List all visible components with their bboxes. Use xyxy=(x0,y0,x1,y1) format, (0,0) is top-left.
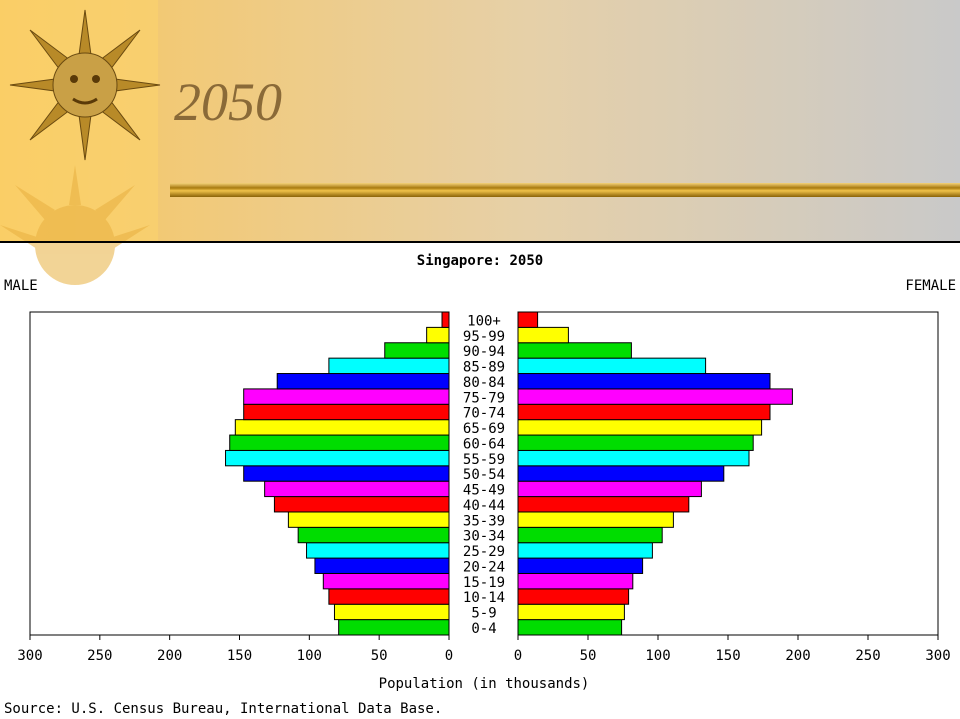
slide-title: 2050 xyxy=(174,72,282,132)
age-label: 100+ xyxy=(467,313,501,329)
chart-title: Singapore: 2050 xyxy=(417,253,543,269)
age-label: 0-4 xyxy=(471,621,496,637)
age-label: 45-49 xyxy=(463,483,505,499)
female-bar xyxy=(517,388,793,405)
female-bar xyxy=(517,419,763,436)
male-bar xyxy=(229,434,450,451)
age-label: 5-9 xyxy=(471,606,496,622)
age-label: 55-59 xyxy=(463,452,505,468)
female-bar xyxy=(517,572,634,590)
age-label: 25-29 xyxy=(463,544,505,560)
female-bar xyxy=(517,326,569,344)
x-axis-label: Population (in thousands) xyxy=(379,676,590,692)
x-tick-label: 300 xyxy=(925,648,950,664)
female-bar xyxy=(517,311,539,328)
male-bar xyxy=(243,403,450,421)
x-tick-label: 0 xyxy=(445,648,453,664)
age-label: 20-24 xyxy=(463,559,505,575)
age-label: 75-79 xyxy=(463,390,505,406)
female-bar xyxy=(517,373,771,390)
female-bar xyxy=(517,480,702,498)
female-bar xyxy=(517,449,750,467)
x-tick-label: 50 xyxy=(580,648,597,664)
male-bar xyxy=(328,588,450,605)
female-bar xyxy=(517,465,725,482)
age-label: 70-74 xyxy=(463,406,505,422)
female-bar xyxy=(517,511,674,528)
female-bar xyxy=(517,403,771,421)
male-bar xyxy=(306,542,450,559)
x-tick-label: 200 xyxy=(785,648,810,664)
x-tick-label: 200 xyxy=(157,648,182,664)
age-label: 95-99 xyxy=(463,329,505,345)
female-bar xyxy=(517,342,632,359)
header-rule xyxy=(170,183,960,197)
x-tick-label: 0 xyxy=(514,648,522,664)
x-tick-label: 250 xyxy=(855,648,880,664)
age-label: 15-19 xyxy=(463,575,505,591)
male-bar xyxy=(273,496,450,513)
male-bar xyxy=(225,449,450,467)
female-bar xyxy=(517,588,630,605)
male-bar xyxy=(264,480,450,498)
age-label: 65-69 xyxy=(463,421,505,437)
male-bar xyxy=(243,465,450,482)
female-bar xyxy=(517,434,754,451)
male-bar xyxy=(338,619,450,636)
male-bar xyxy=(287,511,450,528)
x-tick-label: 100 xyxy=(645,648,670,664)
x-tick-label: 300 xyxy=(17,648,42,664)
male-bar xyxy=(297,526,450,544)
male-bar xyxy=(314,557,450,574)
faded-sun xyxy=(0,165,150,285)
female-bar xyxy=(517,619,623,636)
sun-icon xyxy=(9,9,161,161)
age-label: 85-89 xyxy=(463,360,505,376)
male-bar xyxy=(441,311,450,328)
female-bar xyxy=(517,603,625,621)
female-bar xyxy=(517,526,663,544)
age-label: 50-54 xyxy=(463,467,505,483)
female-bar xyxy=(517,496,690,513)
male-bar xyxy=(384,342,450,359)
female-label: FEMALE xyxy=(905,278,956,294)
chart: Singapore: 2050 MALE FEMALE 0 0 50 50 100 100 150… xyxy=(4,253,956,717)
age-label: 90-94 xyxy=(463,344,505,360)
male-bar xyxy=(322,572,450,590)
x-tick-label: 150 xyxy=(227,648,252,664)
age-label: 80-84 xyxy=(463,375,505,391)
x-tick-label: 100 xyxy=(297,648,322,664)
female-bar xyxy=(517,557,644,574)
source-note: Source: U.S. Census Bureau, Internationa… xyxy=(4,701,442,717)
age-label: 10-14 xyxy=(463,590,505,606)
male-label: MALE xyxy=(4,278,38,294)
age-label: 35-39 xyxy=(463,513,505,529)
male-bar xyxy=(328,357,450,375)
male-bar xyxy=(234,419,450,436)
male-bar xyxy=(243,388,450,405)
male-bar xyxy=(276,373,450,390)
age-label: 40-44 xyxy=(463,498,505,514)
header-background xyxy=(0,0,960,242)
female-bar xyxy=(517,357,707,375)
female-bar xyxy=(517,542,653,559)
x-tick-label: 50 xyxy=(371,648,388,664)
age-label: 60-64 xyxy=(463,436,505,452)
male-bar xyxy=(333,603,450,621)
age-label: 30-34 xyxy=(463,529,505,545)
male-bar xyxy=(426,326,450,344)
x-tick-label: 150 xyxy=(715,648,740,664)
x-tick-label: 250 xyxy=(87,648,112,664)
